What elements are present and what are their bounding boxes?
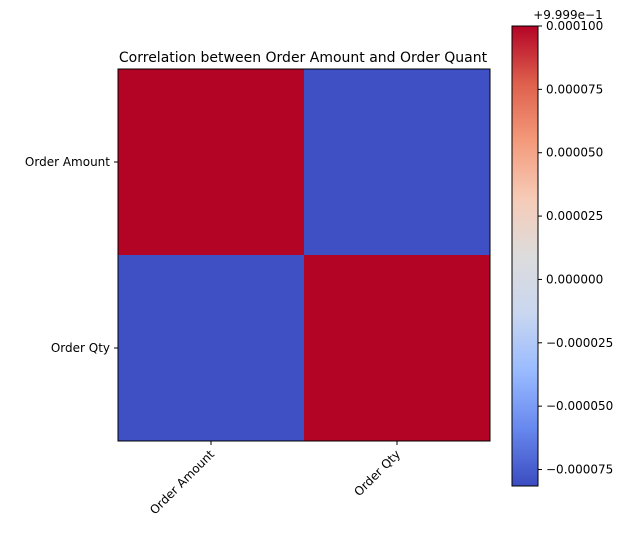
y-tick-label: Order Qty: [51, 341, 110, 355]
colorbar-tick-label: 0.000050: [546, 146, 603, 160]
y-tick-label: Order Amount: [25, 155, 110, 169]
x-tick-label: Order Amount: [147, 447, 217, 517]
colorbar-tick-label: −0.000075: [546, 463, 613, 477]
chart-title: Correlation between Order Amount and Ord…: [119, 50, 488, 66]
heatmap-cells: [118, 69, 490, 441]
colorbar-tick-label: 0.000025: [546, 209, 603, 223]
colorbar-offset-label: +9.999e−1: [533, 8, 602, 22]
y-axis: Order Amount Order Qty: [25, 155, 118, 355]
colorbar-tick-label: 0.000075: [546, 82, 603, 96]
x-axis: Order Amount Order Qty: [147, 441, 403, 517]
colorbar-tick-label: −0.000050: [546, 399, 613, 413]
heatmap-cell: [118, 255, 304, 441]
colorbar-tick-label: −0.000025: [546, 336, 613, 350]
heatmap-cell: [118, 69, 304, 255]
colorbar-tick-label: 0.000000: [546, 272, 603, 286]
heatmap-frame: [117, 68, 491, 442]
x-tick-label: Order Qty: [351, 447, 403, 499]
colorbar-axis: 0.000100 0.000075 0.000050 0.000025 0.000000…: [538, 19, 613, 477]
colorbar: [511, 25, 539, 487]
colorbar-tick-label: 0.000100: [546, 19, 603, 33]
heatmap-cell: [304, 69, 490, 255]
heatmap-cell: [304, 255, 490, 441]
